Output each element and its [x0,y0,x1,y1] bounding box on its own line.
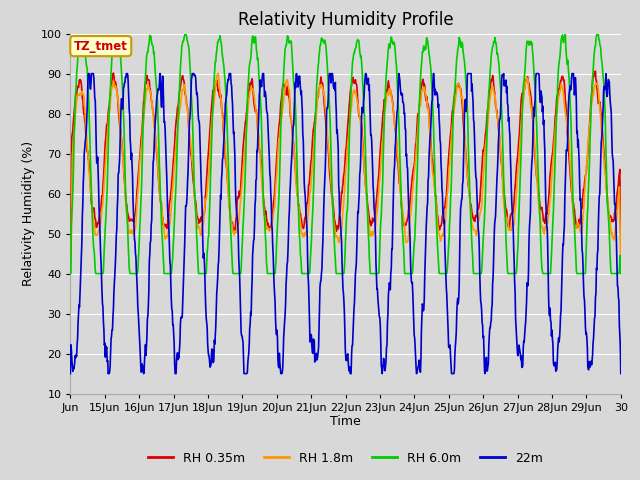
Title: Relativity Humidity Profile: Relativity Humidity Profile [238,11,453,29]
Legend: RH 0.35m, RH 1.8m, RH 6.0m, 22m: RH 0.35m, RH 1.8m, RH 6.0m, 22m [143,447,548,469]
X-axis label: Time: Time [330,415,361,429]
Text: TZ_tmet: TZ_tmet [74,39,128,53]
Y-axis label: Relativity Humidity (%): Relativity Humidity (%) [22,141,35,286]
